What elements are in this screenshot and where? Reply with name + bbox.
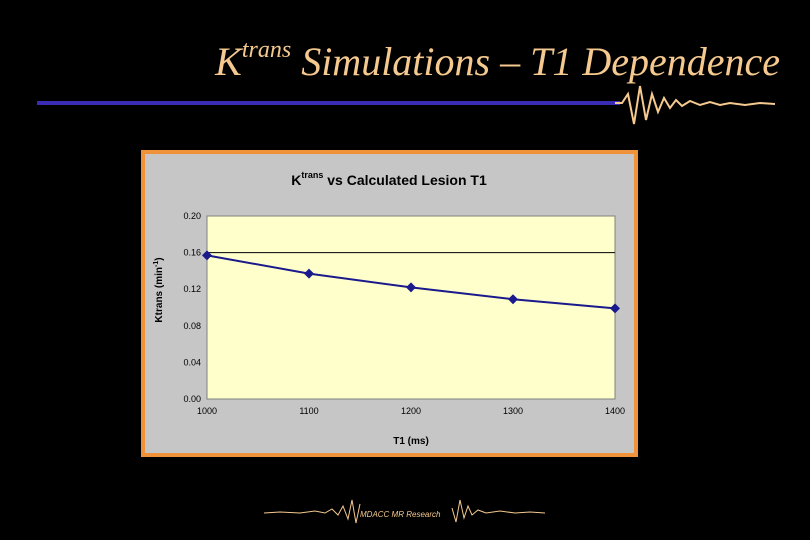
plot-area (206, 215, 616, 400)
y-tick-label: 0.04 (183, 357, 201, 367)
data-point (406, 282, 416, 293)
x-tick-label: 1200 (401, 406, 421, 416)
y-axis-label: Ktrans (min-1) (153, 257, 165, 322)
data-point (508, 294, 518, 305)
data-point (610, 303, 620, 314)
title-wave-squiggle (615, 85, 776, 125)
x-tick-label: 1100 (299, 406, 318, 416)
slide-title: Ktrans Simulations – T1 Dependence (215, 36, 780, 84)
x-tick-label: 1300 (503, 406, 523, 416)
x-tick-label: 1000 (197, 406, 217, 416)
x-axis-label: T1 (ms) (393, 436, 429, 447)
y-tick-label: 0.20 (183, 211, 201, 221)
chart-title: Ktrans vs Calculated Lesion T1 (291, 170, 487, 188)
title-underline-wave (37, 85, 776, 125)
footer-text: MDACC MR Research (360, 510, 441, 519)
chart-frame: Ktrans vs Calculated Lesion T1 0.00 0.04 0… (141, 150, 638, 457)
chart: Ktrans vs Calculated Lesion T1 0.00 0.04 0… (153, 170, 625, 447)
footer-wave-right (451, 499, 546, 523)
y-tick-label: 0.12 (183, 284, 201, 294)
data-point (202, 250, 212, 261)
y-tick-label: 0.16 (183, 248, 201, 258)
x-tick-label: 1400 (605, 406, 625, 416)
y-tick-label: 0.00 (183, 394, 201, 404)
footer-wave (263, 499, 546, 524)
data-point (304, 268, 314, 279)
y-tick-label: 0.08 (183, 321, 201, 331)
footer-wave-left (263, 499, 361, 524)
